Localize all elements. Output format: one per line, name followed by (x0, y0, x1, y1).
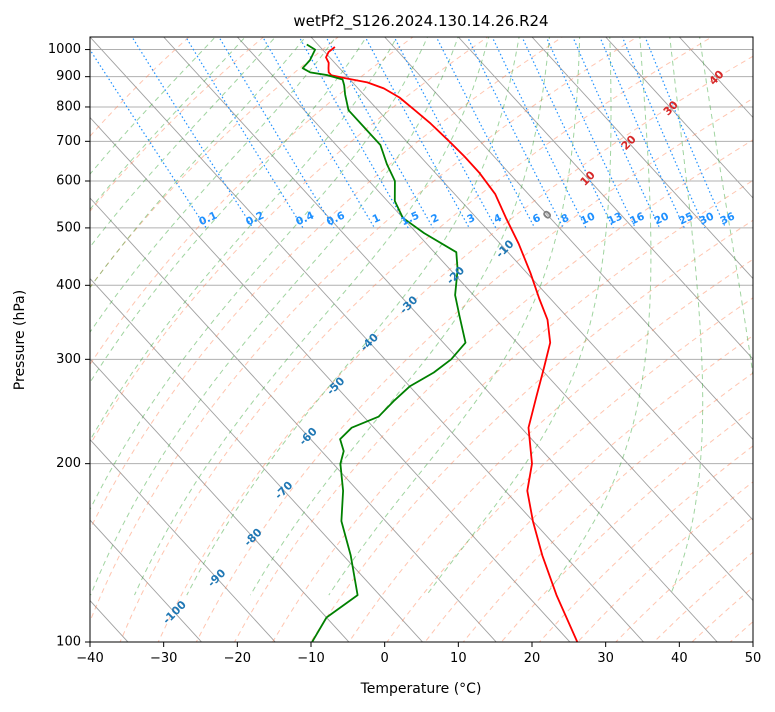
y-tick-label: 900 (56, 69, 81, 84)
y-tick-label: 1000 (48, 42, 81, 57)
y-tick-label: 500 (56, 220, 81, 235)
y-tick-label: 700 (56, 134, 81, 149)
chart-title: wetPf2_S126.2024.130.14.26.R24 (293, 12, 548, 31)
y-tick-label: 800 (56, 99, 81, 114)
isotherm-line (753, 37, 775, 642)
x-tick-label: 0 (381, 651, 389, 666)
x-tick-label: 40 (671, 651, 688, 666)
x-tick-label: 30 (597, 651, 614, 666)
x-tick-label: 50 (745, 651, 762, 666)
x-tick-label: −40 (76, 651, 103, 666)
y-tick-label: 100 (56, 635, 81, 650)
x-tick-label: −30 (150, 651, 177, 666)
y-tick-label: 600 (56, 173, 81, 188)
x-tick-label: 10 (450, 651, 467, 666)
plot-background (90, 37, 753, 642)
x-tick-label: −20 (224, 651, 251, 666)
y-tick-label: 200 (56, 456, 81, 471)
x-tick-label: 20 (524, 651, 541, 666)
x-tick-label: −10 (297, 651, 324, 666)
x-axis-label: Temperature (°C) (360, 681, 482, 697)
y-tick-label: 400 (56, 278, 81, 293)
y-tick-label: 300 (56, 352, 81, 367)
y-axis-label: Pressure (hPa) (12, 290, 28, 390)
